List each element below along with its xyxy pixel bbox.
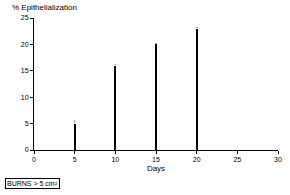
svg-text:0: 0 xyxy=(25,146,29,153)
svg-text:10: 10 xyxy=(21,94,29,101)
svg-text:20: 20 xyxy=(155,42,157,44)
svg-text:5: 5 xyxy=(25,120,29,127)
svg-text:30: 30 xyxy=(274,156,282,163)
svg-text:25: 25 xyxy=(233,156,241,163)
svg-text:15: 15 xyxy=(152,156,160,163)
svg-text:20: 20 xyxy=(21,41,29,48)
svg-text:16: 16 xyxy=(114,63,116,65)
svg-text:BURNS > 5 cm²: BURNS > 5 cm² xyxy=(7,180,58,187)
svg-text:5: 5 xyxy=(74,120,76,124)
svg-text:25: 25 xyxy=(21,14,29,21)
svg-text:20: 20 xyxy=(193,156,201,163)
svg-text:% Epithelialization: % Epithelialization xyxy=(12,3,77,12)
svg-text:15: 15 xyxy=(21,67,29,74)
svg-text:10: 10 xyxy=(111,156,119,163)
svg-text:5: 5 xyxy=(73,156,77,163)
svg-text:Days: Days xyxy=(147,164,165,173)
svg-text:0: 0 xyxy=(32,156,36,163)
svg-text:23: 23 xyxy=(196,26,198,28)
